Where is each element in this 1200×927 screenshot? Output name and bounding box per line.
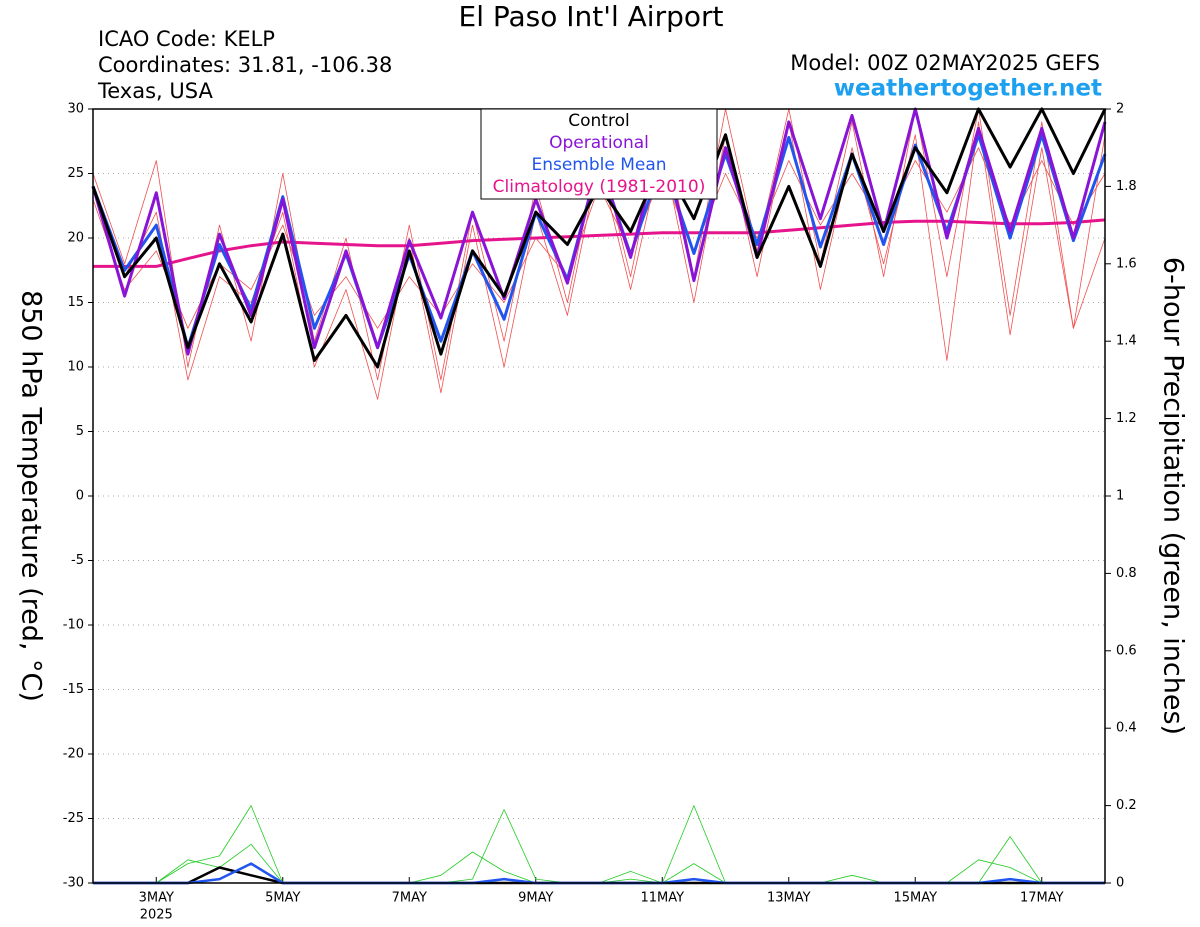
y2-tick-label: 1.8 bbox=[1116, 179, 1137, 194]
y2-tick-label: 1.6 bbox=[1116, 256, 1137, 271]
model-info: Model: 00Z 02MAY2025 GEFS bbox=[790, 51, 1100, 75]
y-tick-label: 15 bbox=[67, 295, 84, 310]
member-line bbox=[93, 843, 1105, 884]
y2-tick-label: 0.8 bbox=[1116, 566, 1137, 581]
y-tick-label: -15 bbox=[63, 682, 84, 697]
y-tick-label: -20 bbox=[63, 747, 84, 762]
y2-tick-label: 1.4 bbox=[1116, 334, 1137, 349]
info-line: Coordinates: 31.81, -106.38 bbox=[98, 53, 392, 77]
y-axis-label: 850 hPa Temperature (red, °C) bbox=[16, 290, 47, 702]
y-tick-label: -5 bbox=[71, 553, 84, 568]
legend-entry: Control bbox=[568, 111, 629, 131]
legend-entry: Climatology (1981-2010) bbox=[493, 177, 706, 197]
x-tick-label: 5MAY bbox=[265, 891, 300, 906]
y-tick-label: -25 bbox=[63, 811, 84, 826]
x-tick-label: 13MAY bbox=[767, 891, 811, 906]
y2-axis-label: 6-hour Precipitation (green, inches) bbox=[1158, 257, 1189, 735]
y2-tick-label: 0.6 bbox=[1116, 643, 1137, 658]
series-line bbox=[93, 218, 1106, 268]
y-tick-label: 0 bbox=[76, 489, 84, 504]
source: weathertogether.net bbox=[834, 76, 1102, 102]
y-tick-label: 25 bbox=[67, 166, 84, 181]
y2-tick-label: 0 bbox=[1116, 876, 1124, 891]
x-tick-label: 17MAY bbox=[1020, 891, 1064, 906]
x-tick-label: 3MAY bbox=[139, 891, 174, 906]
y-tick-label: 20 bbox=[67, 231, 84, 246]
x-tick-label: 7MAY bbox=[392, 891, 427, 906]
y-tick-label: 30 bbox=[67, 102, 84, 117]
y2-tick-label: 0.2 bbox=[1116, 798, 1137, 813]
y2-tick-label: 1 bbox=[1116, 489, 1124, 504]
x-tick-label: 15MAY bbox=[893, 891, 937, 906]
y-tick-label: -30 bbox=[63, 876, 84, 891]
y2-tick-label: 2 bbox=[1116, 102, 1124, 117]
member-line bbox=[93, 805, 1105, 884]
legend-entry: Ensemble Mean bbox=[531, 155, 666, 175]
y2-tick-label: 0.4 bbox=[1116, 721, 1137, 736]
legend-box bbox=[480, 108, 718, 200]
y-tick-label: 5 bbox=[76, 424, 84, 439]
y-tick-label: -10 bbox=[63, 618, 84, 633]
x-year-label: 2025 bbox=[140, 908, 173, 923]
info-line: ICAO Code: KELP bbox=[98, 27, 275, 51]
x-tick-label: 11MAY bbox=[640, 891, 684, 906]
member-line bbox=[93, 866, 1105, 885]
info-line: Texas, USA bbox=[97, 79, 213, 103]
y2-tick-label: 1.2 bbox=[1116, 411, 1137, 426]
legend-entry: Operational bbox=[549, 133, 649, 153]
x-tick-label: 9MAY bbox=[518, 891, 553, 906]
chart-title: El Paso Int'l Airport bbox=[459, 0, 724, 33]
y-tick-label: 10 bbox=[67, 360, 84, 375]
